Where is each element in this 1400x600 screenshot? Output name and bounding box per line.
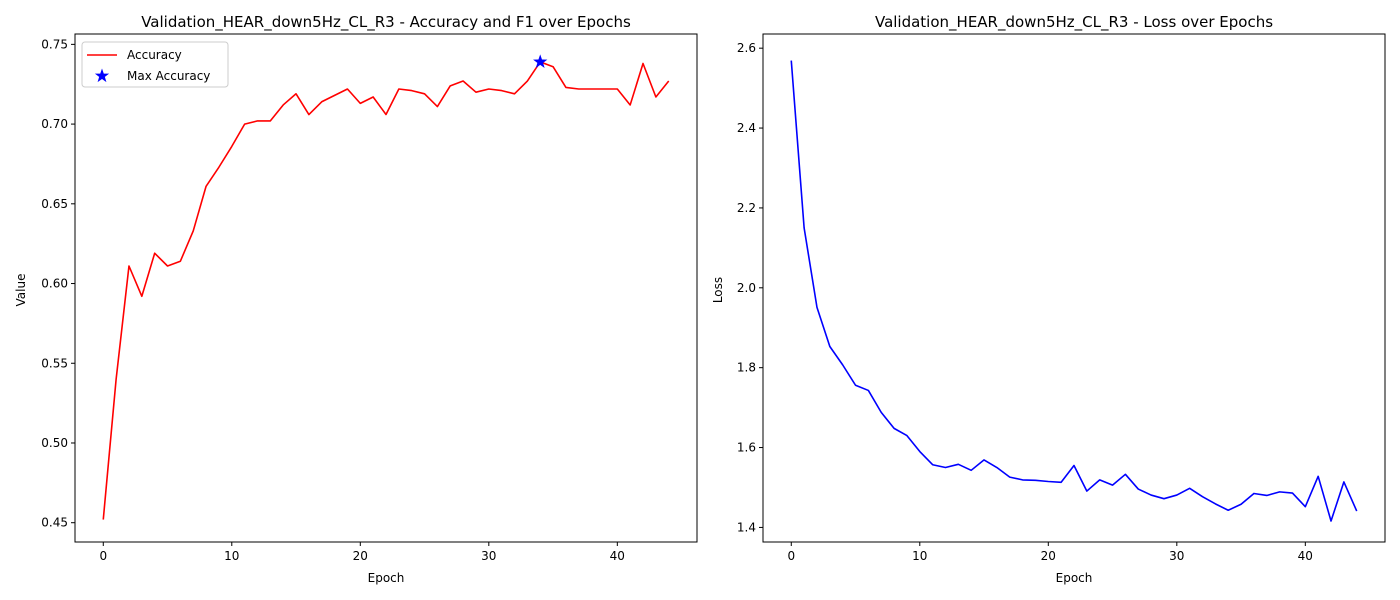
loss-chart-title: Validation_HEAR_down5Hz_CL_R3 - Loss ove… bbox=[875, 13, 1273, 32]
loss-ytick-label: 1.8 bbox=[737, 361, 756, 375]
accuracy-ytick-label: 0.50 bbox=[41, 436, 68, 450]
loss-chart-xlabel: Epoch bbox=[1056, 571, 1093, 585]
loss-chart-ticks: 0 10 20 30 40 1.4 1.6 1.8 2.0 2.2 2.4 2.6 bbox=[737, 41, 1313, 563]
loss-ytick-label: 1.4 bbox=[737, 520, 756, 534]
accuracy-chart-frame bbox=[74, 33, 698, 543]
loss-chart-ylabel: Loss bbox=[711, 277, 725, 303]
loss-series-line bbox=[790, 60, 1358, 522]
accuracy-xtick-label: 20 bbox=[353, 549, 368, 563]
accuracy-ytick-label: 0.75 bbox=[41, 37, 68, 51]
accuracy-ytick-label: 0.55 bbox=[41, 356, 68, 370]
accuracy-series-line bbox=[102, 61, 670, 520]
accuracy-chart-ylabel: Value bbox=[14, 274, 28, 307]
accuracy-ytick-label: 0.65 bbox=[41, 197, 68, 211]
accuracy-xtick-label: 10 bbox=[224, 549, 239, 563]
loss-ytick-label: 2.2 bbox=[737, 201, 756, 215]
accuracy-ytick-label: 0.45 bbox=[41, 516, 68, 530]
accuracy-xtick-label: 40 bbox=[610, 549, 625, 563]
accuracy-chart: Validation_HEAR_down5Hz_CL_R3 - Accuracy… bbox=[14, 13, 698, 585]
loss-xtick-label: 0 bbox=[787, 549, 795, 563]
legend-max-accuracy-star-icon bbox=[94, 68, 110, 83]
loss-chart-series bbox=[790, 60, 1358, 522]
loss-ytick-label: 2.0 bbox=[737, 281, 756, 295]
legend-box bbox=[81, 41, 229, 88]
loss-xtick-label: 40 bbox=[1298, 549, 1313, 563]
legend-accuracy-label: Accuracy bbox=[127, 48, 182, 62]
accuracy-chart-legend: Accuracy Max Accuracy bbox=[81, 41, 229, 88]
accuracy-chart-xlabel: Epoch bbox=[368, 571, 405, 585]
max-accuracy-star-icon bbox=[533, 54, 548, 68]
accuracy-chart-ticks: 0 10 20 30 40 0.45 0.50 0.55 0.60 0.65 0.70 0.75 bbox=[41, 37, 625, 563]
loss-ytick-label: 2.6 bbox=[737, 41, 756, 55]
accuracy-chart-title: Validation_HEAR_down5Hz_CL_R3 - Accuracy… bbox=[141, 13, 631, 32]
loss-xtick-label: 20 bbox=[1041, 549, 1056, 563]
accuracy-ytick-label: 0.60 bbox=[41, 277, 68, 291]
accuracy-xtick-label: 0 bbox=[99, 549, 107, 563]
accuracy-ytick-label: 0.70 bbox=[41, 117, 68, 131]
accuracy-chart-series bbox=[102, 54, 670, 520]
loss-chart-frame bbox=[762, 33, 1386, 543]
legend-max-accuracy-label: Max Accuracy bbox=[127, 69, 210, 83]
loss-xtick-label: 10 bbox=[912, 549, 927, 563]
loss-ytick-label: 2.4 bbox=[737, 121, 756, 135]
accuracy-xtick-label: 30 bbox=[481, 549, 496, 563]
legend-star-shape bbox=[94, 68, 110, 83]
loss-chart: Validation_HEAR_down5Hz_CL_R3 - Loss ove… bbox=[711, 13, 1386, 585]
loss-ytick-label: 1.6 bbox=[737, 441, 756, 455]
loss-xtick-label: 30 bbox=[1169, 549, 1184, 563]
